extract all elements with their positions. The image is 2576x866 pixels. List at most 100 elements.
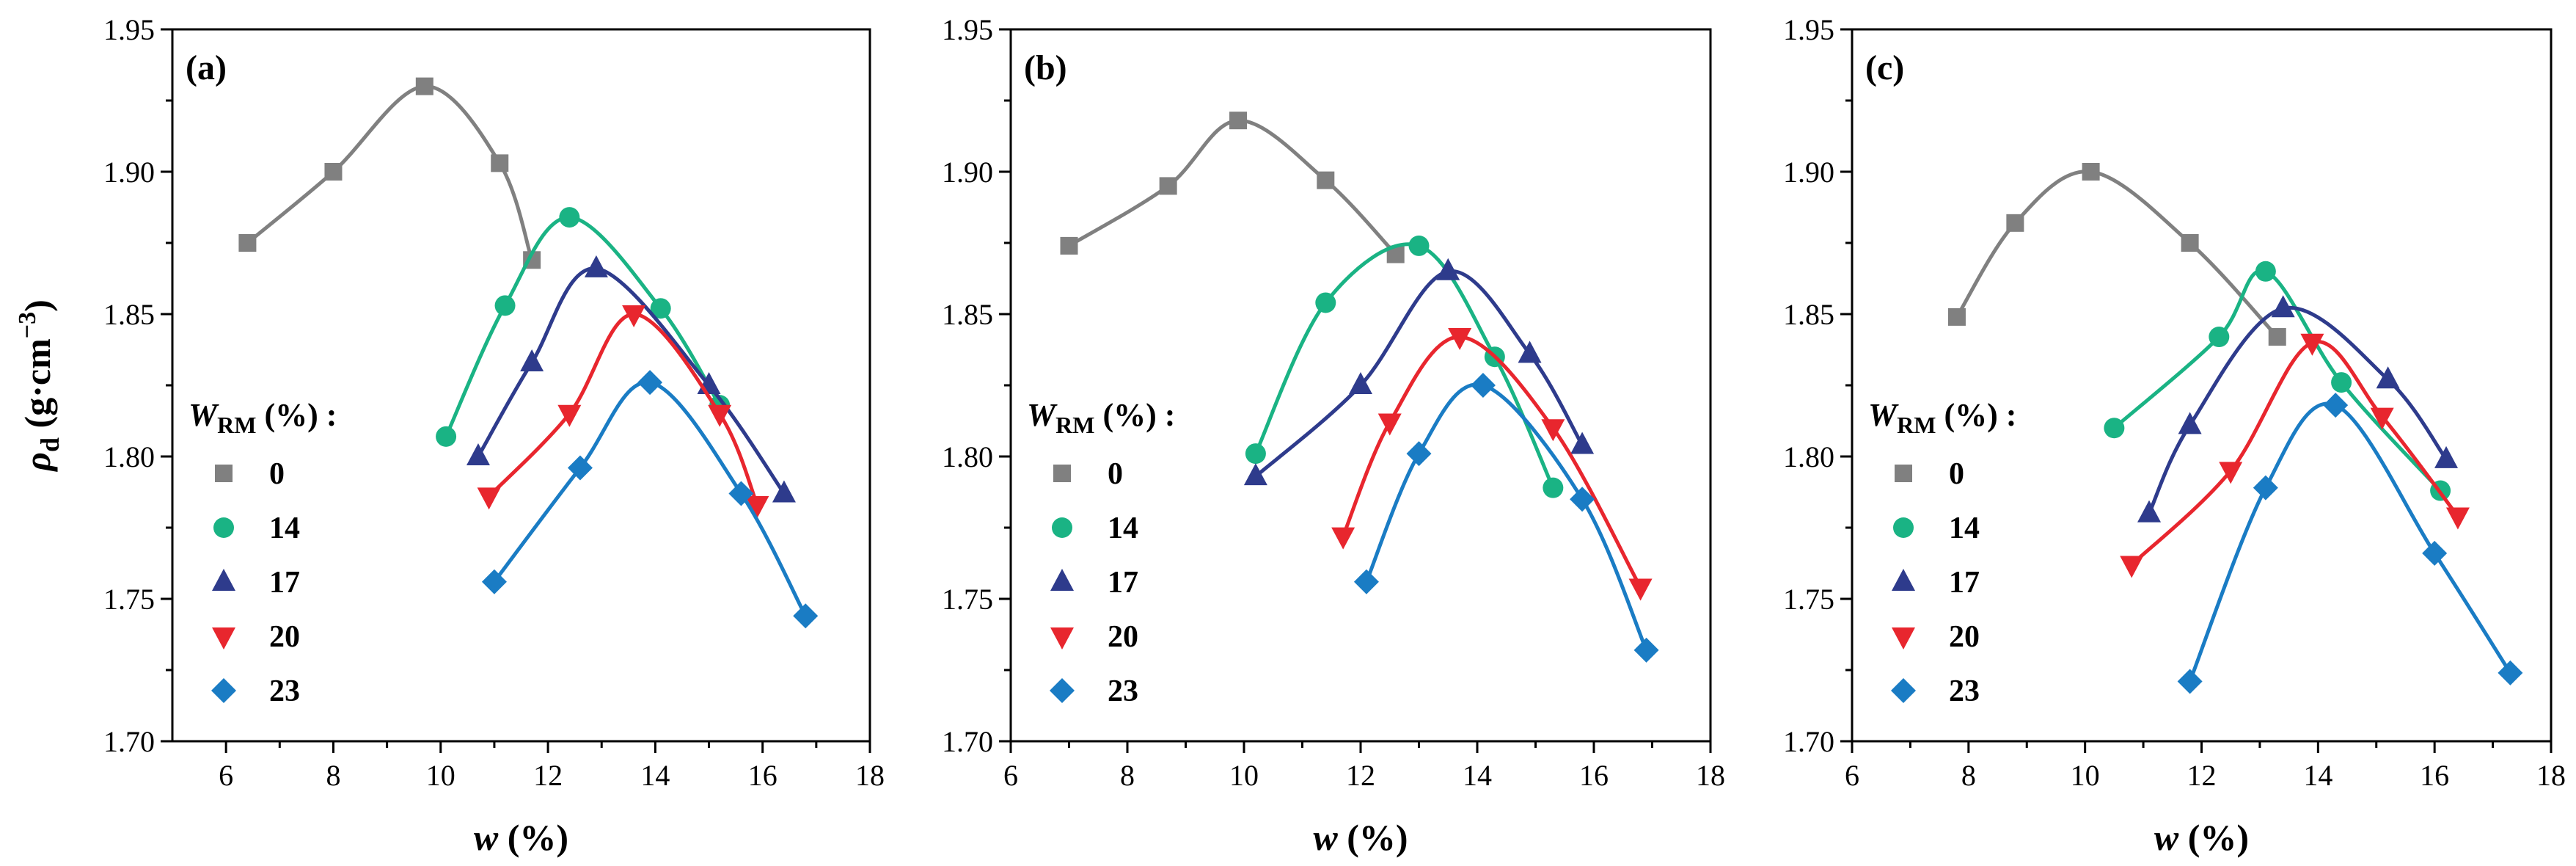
legend-label: 23 (1949, 674, 1980, 708)
panel-label: (c) (1865, 48, 1904, 87)
series-23 (1353, 373, 1659, 663)
legend-label: 20 (269, 620, 300, 654)
fit-curve (246, 84, 534, 261)
data-point (1331, 527, 1355, 550)
series-17 (2137, 295, 2459, 523)
legend-marker (1050, 627, 1074, 650)
y-tick-label: 1.95 (1783, 13, 1834, 46)
series-0 (238, 77, 541, 269)
x-axis-title: w (%) (1313, 817, 1408, 858)
data-point (477, 487, 501, 510)
x-tick-label: 6 (219, 759, 233, 792)
data-point (1159, 177, 1177, 195)
legend-marker (212, 569, 235, 591)
data-point (2445, 507, 2470, 530)
y-tick-label: 1.85 (103, 298, 155, 331)
x-tick-label: 18 (2536, 759, 2566, 792)
data-point (1628, 578, 1653, 601)
data-point (1570, 487, 1595, 512)
x-tick-label: 8 (326, 759, 340, 792)
legend-marker (1895, 465, 1912, 482)
series-20 (1331, 328, 1653, 601)
data-point (491, 154, 509, 172)
data-point (2209, 327, 2230, 348)
y-tick-label: 1.95 (103, 13, 155, 46)
legend: WRM (%) : 0 14 17 20 23 (189, 397, 337, 708)
legend-label: 23 (269, 674, 300, 708)
panel-label: (a) (186, 48, 227, 87)
data-point (2422, 540, 2448, 566)
data-point (1406, 441, 1432, 467)
y-tick-label: 1.80 (103, 440, 155, 473)
series-14 (436, 207, 731, 447)
data-point (2268, 328, 2286, 346)
x-tick-label: 8 (1120, 759, 1135, 792)
y-tick-label: 1.80 (942, 440, 993, 473)
data-point (2323, 393, 2349, 418)
data-point (481, 569, 507, 594)
x-tick-label: 14 (1463, 759, 1492, 792)
series-20 (2120, 333, 2470, 578)
legend-marker (1892, 627, 1915, 650)
fit-curve (1341, 335, 1642, 589)
fit-curve (1955, 170, 2279, 338)
data-point (1448, 328, 1472, 351)
data-point (1541, 419, 1565, 442)
legend-marker (1050, 569, 1074, 591)
data-point (2376, 366, 2400, 389)
data-point (415, 77, 433, 95)
data-point (745, 495, 769, 518)
legend-label: 17 (1949, 566, 1980, 600)
series-20 (477, 305, 769, 518)
data-point (557, 404, 582, 427)
data-point (1349, 372, 1372, 394)
data-point (2082, 163, 2100, 181)
data-point (2434, 445, 2459, 468)
legend-label: 0 (1949, 457, 1964, 491)
data-point (2178, 412, 2202, 434)
y-tick-label: 1.70 (942, 725, 993, 758)
data-point (1377, 413, 1402, 436)
legend-title: WRM (%) : (189, 397, 337, 438)
legend-label: 23 (1108, 674, 1138, 708)
data-point (1518, 341, 1542, 363)
x-tick-label: 16 (2420, 759, 2449, 792)
data-point (2271, 295, 2295, 318)
x-tick-label: 10 (1229, 759, 1259, 792)
data-point (772, 480, 796, 503)
legend-label: 14 (269, 512, 300, 545)
y-tick-label: 1.85 (942, 298, 993, 331)
fit-curve (1254, 242, 1555, 489)
data-point (559, 207, 580, 228)
data-point (1243, 463, 1267, 486)
data-point (793, 603, 819, 629)
data-point (2300, 333, 2324, 356)
fit-curve (2130, 339, 2459, 567)
x-tick-label: 14 (640, 759, 670, 792)
legend-label: 17 (1108, 566, 1138, 600)
data-point (2370, 407, 2394, 430)
data-point (238, 234, 257, 252)
legend-marker (1053, 465, 1071, 482)
y-tick-label: 1.95 (942, 13, 993, 46)
data-point (708, 404, 732, 427)
legend-marker (1052, 517, 1072, 538)
y-tick-label: 1.75 (1783, 583, 1834, 616)
x-tick-label: 16 (1579, 759, 1609, 792)
series-14 (1245, 235, 1564, 498)
legend-label: 17 (269, 566, 300, 600)
x-tick-label: 12 (533, 759, 563, 792)
x-tick-label: 18 (1696, 759, 1725, 792)
data-point (622, 305, 646, 327)
x-tick-label: 6 (1845, 759, 1859, 792)
data-point (2331, 372, 2352, 393)
data-point (436, 426, 457, 447)
y-tick-label: 1.75 (942, 583, 993, 616)
data-point (728, 481, 754, 506)
data-point (1633, 637, 1659, 663)
data-point (2255, 261, 2276, 282)
data-point (1245, 443, 1266, 465)
chart-panel-a: 6 8 10 12 14 16 18 1.70 1.75 1.80 1.85 1.90 1.95 w (%… (14, 13, 885, 858)
data-point (1436, 258, 1460, 280)
legend-marker (215, 465, 233, 482)
